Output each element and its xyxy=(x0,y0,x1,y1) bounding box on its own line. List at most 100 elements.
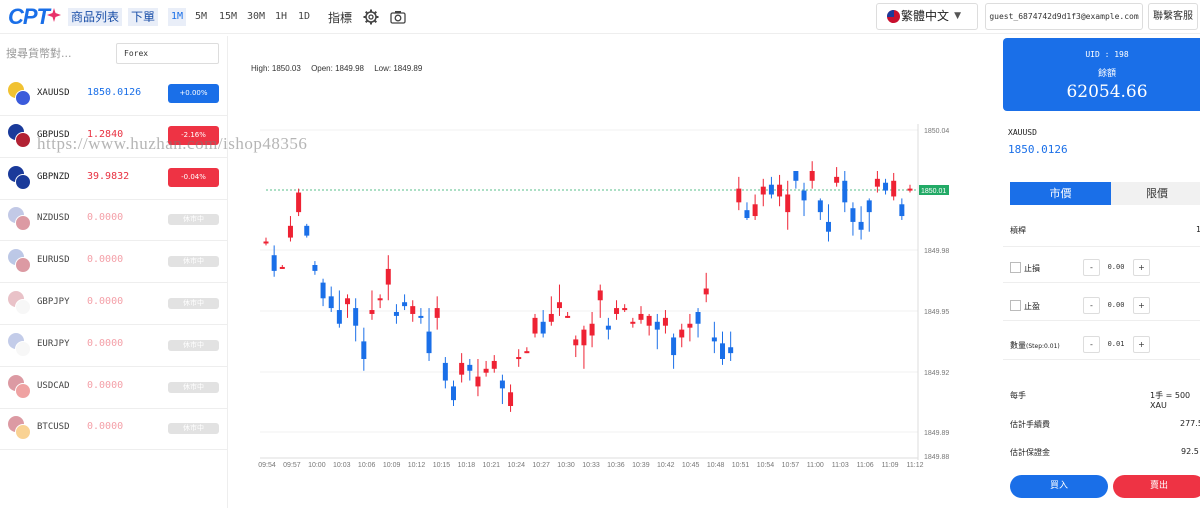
timeframe-1d[interactable]: 1D xyxy=(298,11,311,22)
symbol-change-badge[interactable]: 休市中 xyxy=(168,256,219,268)
cpt-logo[interactable]: CPT xyxy=(8,4,61,29)
tab-limit-order[interactable]: 限價 xyxy=(1111,182,1200,205)
symbol-change-badge[interactable]: +0.00% xyxy=(168,84,219,103)
symbol-price: 0.0000 xyxy=(87,254,124,266)
candle-body xyxy=(385,268,391,285)
stop-loss-minus-button[interactable]: - xyxy=(1083,259,1100,276)
symbol-price: 1.2840 xyxy=(87,128,124,140)
order-panel: UID : 198 餘額 62054.66 XAUUSD 1850.0126 市… xyxy=(1003,36,1200,508)
x-tick-label: 10:42 xyxy=(657,462,675,469)
x-tick-label: 10:27 xyxy=(532,462,550,469)
y-tick-label: 1849.92 xyxy=(924,370,949,377)
symbol-row-nzdusd[interactable]: NZDUSD 0.0000 休市中 xyxy=(0,199,228,242)
candle-body xyxy=(296,192,302,213)
candle-body xyxy=(785,194,791,213)
currency-pair-flag-icon xyxy=(8,165,32,190)
candle-body xyxy=(744,210,750,218)
nav-products[interactable]: 商品列表 xyxy=(68,8,123,26)
nav-order[interactable]: 下單 xyxy=(128,8,159,26)
chart-area[interactable]: High: 1850.03 Open: 1849.98 Low: 1849.89… xyxy=(240,60,960,470)
take-profit-checkbox[interactable] xyxy=(1010,300,1021,311)
symbol-row-gbpnzd[interactable]: GBPNZD 39.9832 -0.04% xyxy=(0,158,228,200)
symbol-price: 39.9832 xyxy=(87,170,130,182)
category-select[interactable]: Forex xyxy=(116,43,219,64)
sell-button[interactable]: 賣出 xyxy=(1113,475,1200,498)
candle-body xyxy=(883,182,889,191)
timeframe-5m[interactable]: 5M xyxy=(195,11,208,22)
candle-body xyxy=(654,321,660,330)
x-tick-label: 10:09 xyxy=(383,462,401,469)
symbol-name: BTCUSD xyxy=(37,422,70,433)
quote-currency-flag-icon xyxy=(15,131,31,148)
quote-currency-flag-icon xyxy=(15,424,31,441)
symbol-row-xauusd[interactable]: XAUUSD 1850.0126 +0.00% xyxy=(0,74,228,116)
timeframe-1h[interactable]: 1H xyxy=(275,11,288,22)
x-tick-label: 10:54 xyxy=(757,462,775,469)
symbol-sidebar: Forex XAUUSD 1850.0126 +0.00% GBPUSD 1.2840 -… xyxy=(0,36,228,508)
candle-body xyxy=(646,315,652,326)
stop-loss-checkbox[interactable] xyxy=(1010,262,1021,273)
buy-button[interactable]: 買入 xyxy=(1010,475,1108,498)
candle-body xyxy=(328,296,334,309)
candle-body xyxy=(597,290,603,301)
contact-support-button[interactable]: 聯繫客服 xyxy=(1148,3,1198,30)
candle-body xyxy=(858,221,864,230)
symbol-change-badge[interactable]: 休市中 xyxy=(168,423,219,435)
quantity-minus-button[interactable]: - xyxy=(1083,336,1100,353)
timeframe-30m[interactable]: 30M xyxy=(247,11,266,22)
symbol-row-eurusd[interactable]: EURUSD 0.0000 休市中 xyxy=(0,241,228,284)
stop-loss-label: 止損 xyxy=(1024,264,1040,273)
timeframe-1m[interactable]: 1M xyxy=(168,8,187,26)
symbol-name: GBPUSD xyxy=(37,129,70,140)
indicators-button[interactable]: 指標 xyxy=(328,11,353,25)
take-profit-minus-button[interactable]: - xyxy=(1083,297,1100,314)
quantity-input[interactable]: 0.01 xyxy=(1107,340,1125,348)
balance-value: 62054.66 xyxy=(1066,82,1148,102)
symbol-row-gbpjpy[interactable]: GBPJPY 0.0000 休市中 xyxy=(0,283,228,325)
user-email[interactable]: guest_6874742d9d1f3@example.com xyxy=(985,3,1143,30)
symbol-price: 0.0000 xyxy=(87,421,124,433)
stop-loss-plus-button[interactable]: + xyxy=(1133,259,1150,276)
y-tick-label: 1849.88 xyxy=(924,454,949,461)
candle-body xyxy=(768,184,774,195)
currency-pair-flag-icon xyxy=(8,249,32,274)
tab-market-order[interactable]: 市價 xyxy=(1010,182,1111,205)
stop-loss-input[interactable]: 0.00 xyxy=(1107,263,1125,271)
x-tick-label: 10:24 xyxy=(507,462,525,469)
language-select[interactable]: 繁體中文 ▼ xyxy=(876,3,978,30)
take-profit-input[interactable]: 0.00 xyxy=(1107,301,1125,309)
candle-body xyxy=(760,186,766,195)
symbol-row-gbpusd[interactable]: GBPUSD 1.2840 -2.16% xyxy=(0,116,228,158)
symbol-change-badge[interactable]: 休市中 xyxy=(168,381,219,393)
timeframe-15m[interactable]: 15M xyxy=(219,11,238,22)
settings-gear-icon[interactable] xyxy=(363,9,379,25)
candle-body xyxy=(825,221,831,232)
currency-pair-flag-icon xyxy=(8,374,32,399)
symbol-change-badge[interactable]: 休市中 xyxy=(168,339,219,351)
search-input[interactable] xyxy=(6,44,110,62)
symbol-change-badge[interactable]: -0.04% xyxy=(168,167,219,187)
candlestick-chart[interactable]: 1850.04 1849.98 1849.95 1849.92 1849.89 1849.… xyxy=(240,60,960,470)
symbol-change-badge[interactable]: 休市中 xyxy=(168,298,219,309)
symbol-change-badge[interactable]: 休市中 xyxy=(168,214,219,226)
candle-body xyxy=(353,308,359,326)
logo-star-icon xyxy=(47,7,61,22)
candle-body xyxy=(483,368,489,373)
symbol-row-eurjpy[interactable]: EURJPY 0.0000 休市中 xyxy=(0,325,228,367)
candle-body xyxy=(662,317,668,326)
candle-body xyxy=(556,302,562,309)
symbol-price: 0.0000 xyxy=(87,212,124,224)
take-profit-plus-button[interactable]: + xyxy=(1133,297,1150,314)
account-card: UID : 198 餘額 62054.66 xyxy=(1003,38,1200,111)
camera-icon[interactable] xyxy=(390,9,406,25)
x-tick-label: 10:12 xyxy=(408,462,426,469)
y-tick-label: 1849.98 xyxy=(924,248,949,255)
symbol-name: USDCAD xyxy=(37,380,70,391)
symbol-row-usdcad[interactable]: USDCAD 0.0000 休市中 xyxy=(0,367,228,409)
candle-body xyxy=(345,298,351,305)
symbol-change-badge[interactable]: -2.16% xyxy=(168,125,219,145)
candle-body xyxy=(442,362,448,381)
symbol-row-btcusd[interactable]: BTCUSD 0.0000 休市中 xyxy=(0,408,228,451)
quantity-plus-button[interactable]: + xyxy=(1133,336,1150,353)
leverage-label: 槓桿 xyxy=(1010,226,1026,235)
